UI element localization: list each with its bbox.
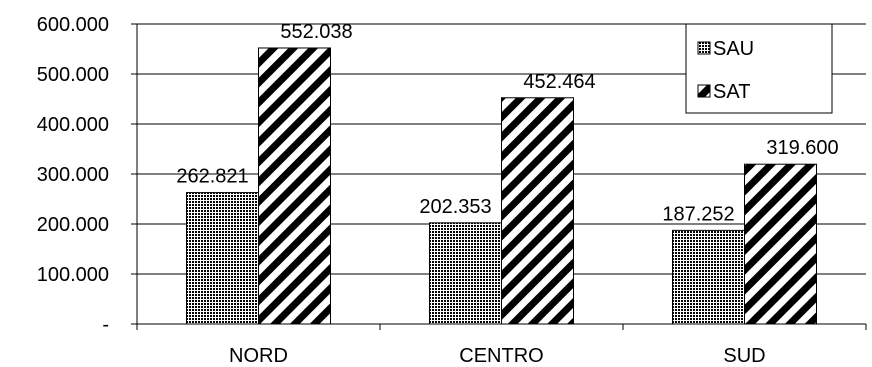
x-category-label: CENTRO — [459, 345, 543, 367]
data-label-sat-nord: 552.038 — [280, 21, 352, 43]
legend-label-sat: SAT — [713, 81, 750, 103]
legend: SAU SAT — [685, 23, 833, 114]
y-tick-label: 100.000 — [37, 264, 109, 286]
bars — [186, 47, 817, 325]
legend-swatch-sat — [697, 84, 711, 98]
data-label-sau-nord: 262.821 — [176, 166, 248, 188]
y-tick-label: 400.000 — [37, 114, 109, 136]
bar-sau-centro — [429, 222, 502, 325]
bar-sau-sud — [672, 229, 745, 325]
legend-box — [685, 23, 833, 114]
data-label-sat-centro: 452.464 — [523, 71, 595, 93]
data-label-sau-centro: 202.353 — [419, 196, 491, 218]
legend-swatch-sau — [697, 41, 711, 55]
y-tick-label: 200.000 — [37, 214, 109, 236]
bar-sat-sud — [744, 163, 817, 325]
legend-label-sau: SAU — [713, 38, 754, 60]
data-label-sau-sud: 187.252 — [662, 203, 734, 225]
bar-sau-nord — [186, 192, 259, 325]
x-category-label: SUD — [723, 345, 765, 367]
data-labels: 262.821 552.038 202.353 452.464 187.252 319.6… — [176, 21, 838, 225]
y-tick-label: - — [102, 314, 109, 336]
data-label-sat-sud: 319.600 — [766, 137, 838, 159]
y-tick-label: 300.000 — [37, 164, 109, 186]
axes: - 100.000 200.000 300.000 400.000 500.000 600.… — [37, 14, 867, 367]
y-tick-label: 500.000 — [37, 64, 109, 86]
y-tick-label: 600.000 — [37, 14, 109, 36]
bar-sat-centro — [501, 97, 574, 325]
bar-sat-nord — [258, 47, 331, 325]
x-category-label: NORD — [229, 345, 288, 367]
